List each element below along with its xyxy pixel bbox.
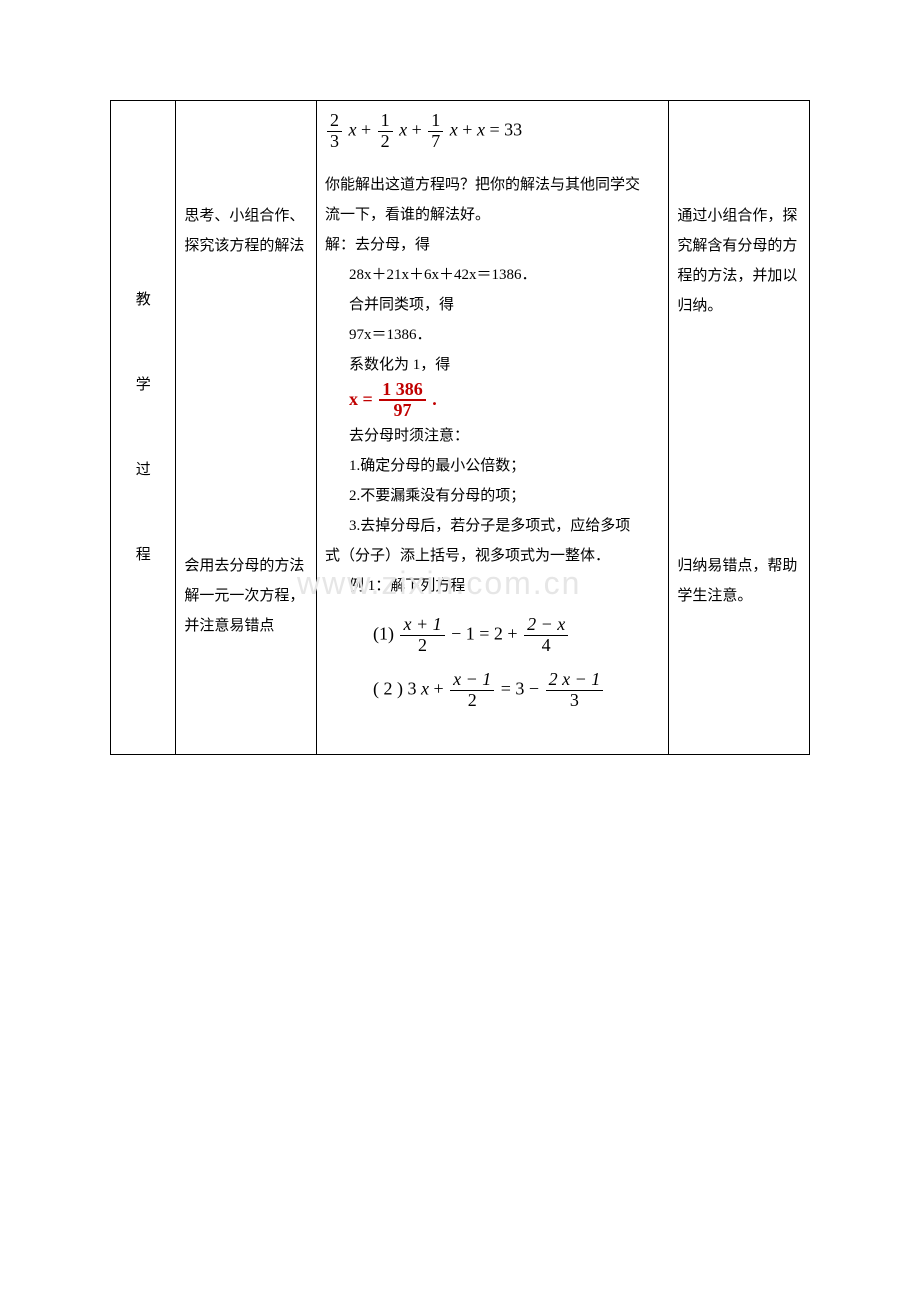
example-1: (1) x + 12 − 1 = 2 + 2 − x4: [325, 615, 660, 656]
act1-l2: 探究该方程的解法: [184, 231, 308, 261]
ans-den: 97: [379, 401, 426, 421]
ex2-mid: = 3 −: [501, 678, 544, 698]
intent-block1: 通过小组合作，探 究解含有分母的方 程的方法，并加以 归纳。: [677, 201, 801, 321]
frac-num: 1: [428, 111, 443, 132]
ans-num: 1 386: [379, 380, 426, 402]
top-equation: 23 x + 12 x + 17 x + x = 33: [325, 111, 660, 152]
ex2-f1d: 2: [450, 691, 494, 711]
col1-char4: 程: [119, 540, 167, 570]
example-2: ( 2 ) 3 x + x − 12 = 3 − 2 x − 13: [325, 670, 660, 711]
frac-den: 7: [428, 132, 443, 152]
var-x: x: [477, 119, 485, 139]
col1-char1: 教: [119, 285, 167, 315]
note-heading: 去分母时须注意：: [325, 421, 660, 451]
frac-num: 1: [378, 111, 393, 132]
i2-l1: 归纳易错点，帮助: [677, 551, 801, 581]
ex2-f2n: 2 x − 1: [546, 670, 604, 691]
intent-block2: 归纳易错点，帮助 学生注意。: [677, 551, 801, 611]
eq33: = 33: [489, 119, 522, 139]
row-header-vertical: 教 学 过 程: [111, 101, 176, 755]
frac-den: 3: [327, 132, 342, 152]
frac-num: 2: [327, 111, 342, 132]
plus: +: [412, 119, 427, 139]
frac-den: 2: [378, 132, 393, 152]
ex2-plus: +: [433, 678, 448, 698]
ex1-f2d: 4: [524, 636, 568, 656]
ans-dot: .: [432, 389, 437, 409]
solve-step4: 97x＝1386．: [325, 320, 660, 350]
i1-l3: 程的方法，并加以: [677, 261, 801, 291]
example-heading: 例 1：解下列方程: [325, 571, 660, 601]
note2: 2.不要漏乘没有分母的项；: [325, 481, 660, 511]
i1-l4: 归纳。: [677, 291, 801, 321]
ex1-mid: − 1 = 2 +: [451, 624, 522, 644]
activity-column: 思考、小组合作、 探究该方程的解法 会用去分母的方法 解一元一次方程， 并注意易…: [176, 101, 317, 755]
ex2-f2d: 3: [546, 691, 604, 711]
var-x: x: [421, 678, 429, 698]
ex1-f1d: 2: [400, 636, 444, 656]
plus: +: [462, 119, 477, 139]
note3b: 式（分子）添上括号，视多项式为一整体．: [325, 541, 660, 571]
question-l1: 你能解出这道方程吗？把你的解法与其他同学交: [325, 170, 660, 200]
solve-step1: 解：去分母，得: [325, 230, 660, 260]
solve-step5: 系数化为 1，得: [325, 350, 660, 380]
col1-char3: 过: [119, 455, 167, 485]
ex2-label: ( 2 ) 3: [373, 678, 421, 698]
var-x: x: [348, 119, 356, 139]
ex1-f1n: x + 1: [400, 615, 444, 636]
i1-l1: 通过小组合作，探: [677, 201, 801, 231]
solve-step2: 28x＋21x＋6x＋42x＝1386．: [325, 260, 660, 290]
ex2-f1n: x − 1: [450, 670, 494, 691]
ans-pre: x =: [349, 389, 377, 409]
act2-l3: 并注意易错点: [184, 611, 308, 641]
i2-l2: 学生注意。: [677, 581, 801, 611]
act2-l2: 解一元一次方程，: [184, 581, 308, 611]
act1-l1: 思考、小组合作、: [184, 201, 308, 231]
activity-block1: 思考、小组合作、 探究该方程的解法: [184, 201, 308, 261]
i1-l2: 究解含有分母的方: [677, 231, 801, 261]
content-column: 23 x + 12 x + 17 x + x = 33 你能解出这道方程吗？把你…: [316, 101, 668, 755]
col1-char2: 学: [119, 370, 167, 400]
ex1-f2n: 2 − x: [524, 615, 568, 636]
solve-step3: 合并同类项，得: [325, 290, 660, 320]
note3a: 3.去掉分母后，若分子是多项式，应给多项: [325, 511, 660, 541]
answer-line: x = 1 38697 .: [325, 380, 660, 422]
question-l2: 流一下，看谁的解法好。: [325, 200, 660, 230]
var-x: x: [450, 119, 458, 139]
plus: +: [361, 119, 376, 139]
act2-l1: 会用去分母的方法: [184, 551, 308, 581]
ex1-label: (1): [373, 624, 399, 644]
intent-column: 通过小组合作，探 究解含有分母的方 程的方法，并加以 归纳。 归纳易错点，帮助 …: [669, 101, 810, 755]
activity-block2: 会用去分母的方法 解一元一次方程， 并注意易错点: [184, 551, 308, 641]
note1: 1.确定分母的最小公倍数；: [325, 451, 660, 481]
var-x: x: [399, 119, 407, 139]
